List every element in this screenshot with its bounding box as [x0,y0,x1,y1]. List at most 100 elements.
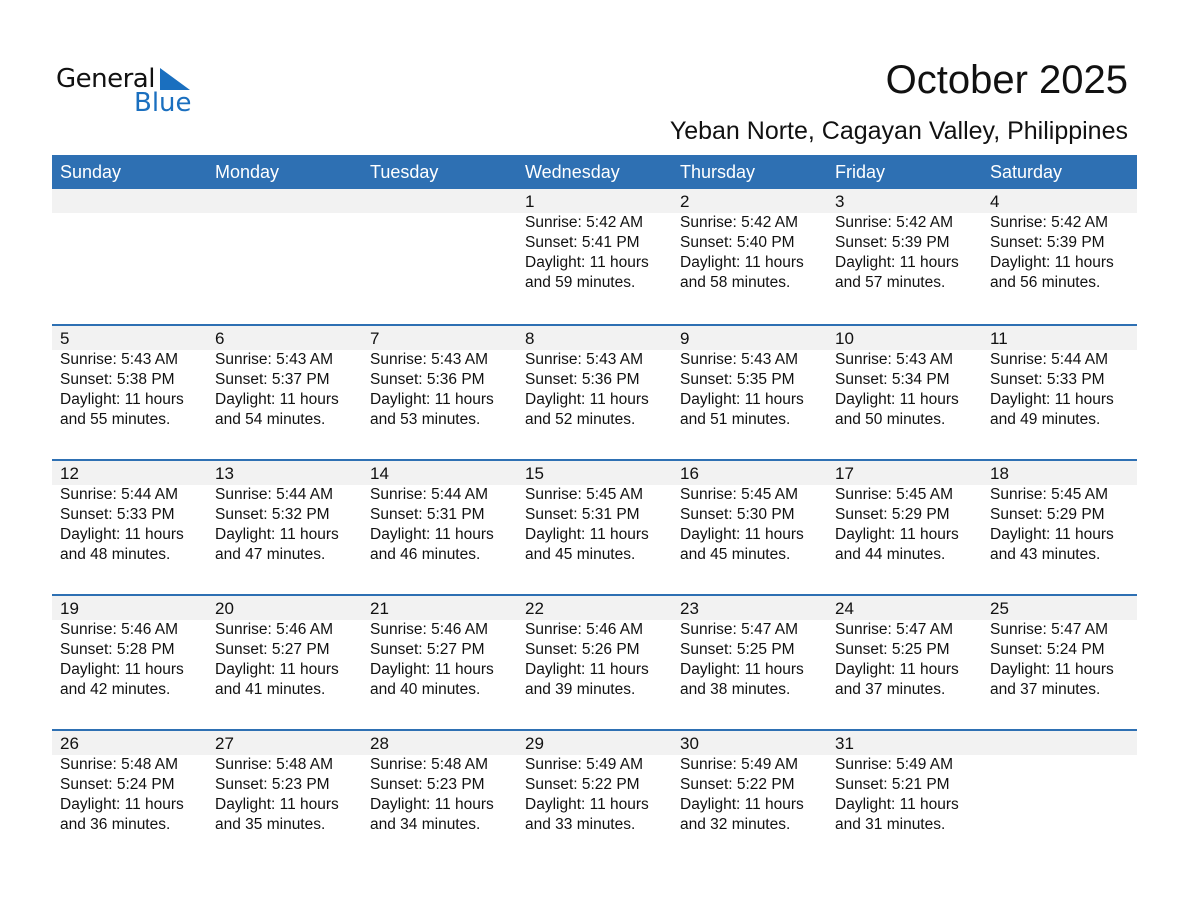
day-cell: 19 Sunrise: 5:46 AM Sunset: 5:28 PM Dayligh… [52,596,207,729]
daylight-text: Daylight: 11 hours [680,526,804,543]
daylight-minutes-text: and 49 minutes. [990,411,1101,428]
day-number: 10 [835,329,854,348]
daylight-minutes-text: and 34 minutes. [370,816,481,833]
sunrise-text: Sunrise: 5:44 AM [990,351,1109,368]
day-cell: 1 Sunrise: 5:42 AM Sunset: 5:41 PM Daylight… [517,189,672,324]
day-cell: 4 Sunrise: 5:42 AM Sunset: 5:39 PM Daylight… [982,189,1137,324]
day-number: 16 [680,464,699,483]
daylight-text: Daylight: 11 hours [525,661,649,678]
daylight-minutes-text: and 53 minutes. [370,411,481,428]
day-number: 2 [680,192,690,211]
day-cell: 2 Sunrise: 5:42 AM Sunset: 5:40 PM Daylight… [672,189,827,324]
sunrise-text: Sunrise: 5:48 AM [60,756,179,773]
day-cell: 8 Sunrise: 5:43 AM Sunset: 5:36 PM Daylight… [517,326,672,459]
sunset-text: Sunset: 5:34 PM [835,371,950,388]
sunset-text: Sunset: 5:25 PM [680,641,795,658]
day-cell: 21 Sunrise: 5:46 AM Sunset: 5:27 PM Dayligh… [362,596,517,729]
daylight-minutes-text: and 52 minutes. [525,411,636,428]
day-number: 25 [990,599,1009,618]
logo-text-general: General [56,64,155,94]
daylight-minutes-text: and 59 minutes. [525,274,636,291]
daylight-minutes-text: and 50 minutes. [835,411,946,428]
day-cell: 14 Sunrise: 5:44 AM Sunset: 5:31 PM Dayligh… [362,461,517,594]
daylight-minutes-text: and 33 minutes. [525,816,636,833]
daylight-minutes-text: and 43 minutes. [990,546,1101,563]
sunrise-text: Sunrise: 5:45 AM [525,486,644,503]
day-number-band [52,596,1137,620]
daylight-minutes-text: and 39 minutes. [525,681,636,698]
daylight-text: Daylight: 11 hours [525,391,649,408]
sunset-text: Sunset: 5:33 PM [990,371,1105,388]
day-cell: 29 Sunrise: 5:49 AM Sunset: 5:22 PM Dayligh… [517,731,672,864]
weekday-wednesday: Wednesday [525,162,620,182]
sunrise-text: Sunrise: 5:49 AM [680,756,799,773]
day-number: 30 [680,734,699,753]
daylight-minutes-text: and 37 minutes. [990,681,1101,698]
daylight-text: Daylight: 11 hours [370,526,494,543]
daylight-minutes-text: and 35 minutes. [215,816,326,833]
sunrise-text: Sunrise: 5:48 AM [370,756,489,773]
daylight-minutes-text: and 45 minutes. [525,546,636,563]
daylight-text: Daylight: 11 hours [990,391,1114,408]
daylight-text: Daylight: 11 hours [835,254,959,271]
empty-day-cell [362,189,517,324]
weekday-friday: Friday [835,162,886,182]
day-cell: 10 Sunrise: 5:43 AM Sunset: 5:34 PM Dayligh… [827,326,982,459]
day-number: 7 [370,329,380,348]
day-number: 15 [525,464,544,483]
day-number: 3 [835,192,845,211]
sunrise-text: Sunrise: 5:47 AM [990,621,1109,638]
sunrise-text: Sunrise: 5:48 AM [215,756,334,773]
day-cell: 17 Sunrise: 5:45 AM Sunset: 5:29 PM Dayligh… [827,461,982,594]
week-row: 1 Sunrise: 5:42 AM Sunset: 5:41 PM Daylight… [52,189,1137,324]
sunrise-text: Sunrise: 5:49 AM [835,756,954,773]
day-cell: 27 Sunrise: 5:48 AM Sunset: 5:23 PM Dayligh… [207,731,362,864]
logo-text-blue: Blue [134,88,192,118]
page-title: October 2025 [885,58,1128,102]
day-number: 18 [990,464,1009,483]
day-cell: 9 Sunrise: 5:43 AM Sunset: 5:35 PM Daylight… [672,326,827,459]
daylight-minutes-text: and 46 minutes. [370,546,481,563]
day-cell: 7 Sunrise: 5:43 AM Sunset: 5:36 PM Daylight… [362,326,517,459]
daylight-text: Daylight: 11 hours [215,796,339,813]
day-cell: 31 Sunrise: 5:49 AM Sunset: 5:21 PM Dayligh… [827,731,982,864]
location-subtitle: Yeban Norte, Cagayan Valley, Philippines [669,117,1128,145]
day-number: 28 [370,734,389,753]
sunset-text: Sunset: 5:31 PM [370,506,485,523]
sunset-text: Sunset: 5:23 PM [370,776,485,793]
day-number-band [52,189,1137,213]
daylight-text: Daylight: 11 hours [525,254,649,271]
daylight-minutes-text: and 48 minutes. [60,546,171,563]
sunrise-text: Sunrise: 5:43 AM [370,351,489,368]
weekday-thursday: Thursday [680,162,756,182]
daylight-text: Daylight: 11 hours [370,796,494,813]
day-number: 8 [525,329,535,348]
daylight-text: Daylight: 11 hours [60,796,184,813]
daylight-text: Daylight: 11 hours [990,526,1114,543]
sunset-text: Sunset: 5:22 PM [525,776,640,793]
daylight-text: Daylight: 11 hours [60,391,184,408]
sunrise-text: Sunrise: 5:43 AM [525,351,644,368]
day-number: 12 [60,464,79,483]
day-cell: 30 Sunrise: 5:49 AM Sunset: 5:22 PM Dayligh… [672,731,827,864]
daylight-text: Daylight: 11 hours [990,661,1114,678]
daylight-text: Daylight: 11 hours [370,661,494,678]
sunrise-text: Sunrise: 5:45 AM [680,486,799,503]
weekday-sunday: Sunday [60,162,122,182]
daylight-minutes-text: and 42 minutes. [60,681,171,698]
day-cell: 13 Sunrise: 5:44 AM Sunset: 5:32 PM Dayligh… [207,461,362,594]
day-cell: 12 Sunrise: 5:44 AM Sunset: 5:33 PM Dayligh… [52,461,207,594]
daylight-text: Daylight: 11 hours [835,796,959,813]
day-number: 23 [680,599,699,618]
sunset-text: Sunset: 5:24 PM [60,776,175,793]
sunrise-text: Sunrise: 5:44 AM [370,486,489,503]
daylight-minutes-text: and 58 minutes. [680,274,791,291]
sunrise-text: Sunrise: 5:46 AM [525,621,644,638]
day-number: 26 [60,734,79,753]
sunset-text: Sunset: 5:36 PM [525,371,640,388]
sunset-text: Sunset: 5:28 PM [60,641,175,658]
week-row: 5 Sunrise: 5:43 AM Sunset: 5:38 PM Daylight… [52,324,1137,459]
logo-triangle-icon [160,68,190,90]
day-cell: 15 Sunrise: 5:45 AM Sunset: 5:31 PM Dayligh… [517,461,672,594]
empty-day-cell [52,189,207,324]
